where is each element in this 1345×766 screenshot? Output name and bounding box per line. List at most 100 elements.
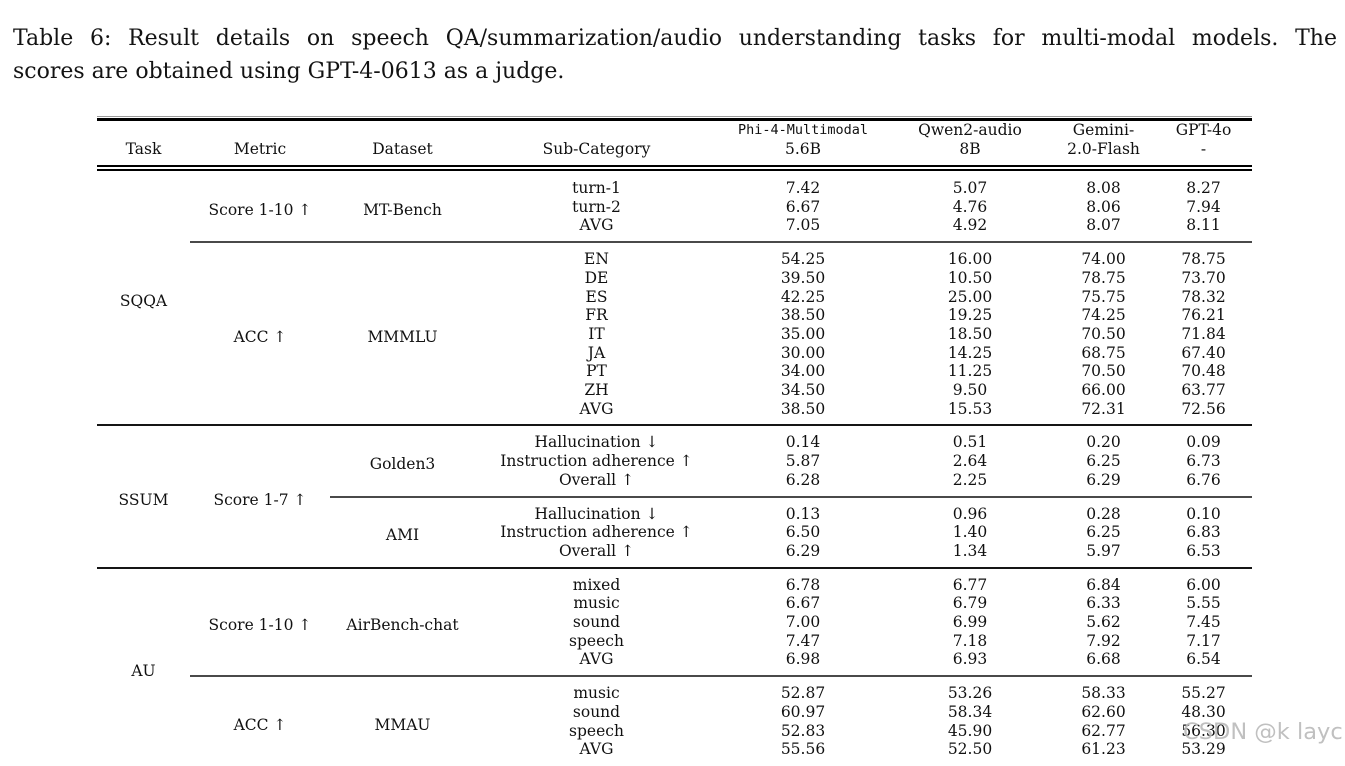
value-cell: 70.50: [1081, 324, 1126, 343]
dataset-cell: MMAU: [330, 675, 475, 766]
sub-category-cell: JA: [587, 343, 606, 362]
model-size: 2.0-Flash: [1067, 140, 1140, 158]
value-cell: 0.13: [718, 495, 888, 524]
value-cell: 39.50: [780, 268, 826, 287]
value-cell: 6.76: [1186, 470, 1221, 489]
value-cell: 6.00: [1155, 566, 1252, 595]
value-cell: 7.05: [785, 216, 821, 235]
value-cell: 8.07: [1086, 216, 1121, 235]
value-cell: 68.75: [1081, 343, 1126, 362]
sub-category-cell: sound: [572, 702, 621, 721]
table-row: SSUM Score 1-7 ↑ Golden3 Hallucination ↓…: [97, 424, 1252, 568]
value-cell: 7.18: [952, 631, 988, 650]
value-cell: 6.93: [952, 650, 988, 669]
col-header-sub-category: Sub-Category: [475, 119, 718, 171]
value-cell: 7.00: [785, 613, 821, 632]
dataset-cell: MMMLU: [330, 241, 475, 426]
value-cell: 16.00: [888, 241, 1052, 269]
value-cell: 14.25: [947, 343, 993, 362]
col-header-model-phi: Phi-4-Multimodal 5.6B: [718, 119, 888, 171]
value-cell: 0.20: [1052, 424, 1155, 453]
value-cell: 75.75: [1081, 287, 1126, 306]
value-cell: 70.50: [1081, 362, 1126, 381]
value-cell: 34.00: [780, 362, 826, 381]
value-cell: 0.51: [888, 424, 1052, 453]
value-cell: 6.25: [1086, 523, 1121, 542]
model-name: Qwen2-audio: [918, 121, 1022, 139]
top-rule-hairline: [97, 116, 1252, 117]
value-cell: 8.06: [1086, 197, 1121, 216]
value-cell: 38.50: [780, 306, 826, 325]
value-cell: 7.92: [1086, 631, 1121, 650]
header-row: Task Metric Dataset Sub-Category Phi-4-M…: [97, 119, 1252, 171]
value-cell: 2.64: [952, 452, 988, 471]
value-cell: 7.17: [1186, 631, 1221, 650]
value-cell: 48.30: [1181, 702, 1226, 721]
dataset-cell: Golden3: [330, 424, 475, 497]
sub-category-cell: speech: [569, 721, 624, 740]
model-name: GPT-4o: [1175, 121, 1232, 139]
sub-category-cell: speech: [569, 631, 624, 650]
value-cell: 66.00: [1081, 381, 1126, 400]
col-header-dataset: Dataset: [330, 119, 475, 171]
table-row: FR 38.50 19.25 74.25 76.21: [97, 306, 1252, 325]
col-header-model-gpt4o: GPT-4o -: [1155, 119, 1252, 171]
table-caption-line-1: Table 6: Result details on speech QA/sum…: [13, 26, 1337, 51]
value-cell: 74.25: [1081, 306, 1126, 325]
sub-category-cell: PT: [586, 362, 607, 381]
task-cell: SSUM: [97, 424, 190, 568]
sub-category-cell: turn-1: [572, 179, 621, 197]
table-row-avg: AVG 6.98 6.93 6.68 6.54: [97, 650, 1252, 676]
sub-category-cell: music: [573, 594, 620, 613]
value-cell: 72.31: [1081, 399, 1126, 418]
metric-cell: Score 1-10 ↑: [208, 200, 312, 219]
metric-cell: Score 1-10 ↑: [190, 566, 330, 677]
value-cell: 0.10: [1155, 495, 1252, 524]
table-row: Instruction adherence ↑ 6.50 1.40 6.25 6…: [97, 523, 1252, 542]
table-row-avg: AVG 38.50 15.53 72.31 72.56: [97, 400, 1252, 426]
value-cell: 9.50: [952, 381, 988, 400]
value-cell: 56.30: [1181, 721, 1226, 740]
table-row: speech 7.47 7.18 7.92 7.17: [97, 632, 1252, 651]
table-row: PT 34.00 11.25 70.50 70.48: [97, 362, 1252, 381]
value-cell: 58.33: [1052, 675, 1155, 703]
value-cell: 38.50: [780, 399, 826, 418]
value-cell: 10.50: [947, 268, 993, 287]
value-cell: 6.25: [1086, 452, 1121, 471]
value-cell: 54.25: [718, 241, 888, 269]
dataset-cell: MT-Bench: [363, 200, 442, 219]
sub-category-cell: sound: [572, 613, 621, 632]
col-header-model-gemini: Gemini- 2.0-Flash: [1052, 119, 1155, 171]
sub-category-cell: Hallucination ↓: [475, 495, 718, 524]
value-cell: 45.90: [947, 721, 993, 740]
table-row: music 6.67 6.79 6.33 5.55: [97, 594, 1252, 613]
table-row: AU Score 1-10 ↑ AirBench-chat mixed 6.78…: [97, 566, 1252, 766]
sub-category-cell: AVG: [579, 740, 614, 759]
sub-category-cell: AVG: [579, 399, 614, 418]
dataset-cell: AirBench-chat: [330, 566, 475, 677]
value-cell: 35.00: [780, 324, 826, 343]
metric-cell: ACC ↑: [190, 241, 330, 426]
model-name: Phi-4-Multimodal: [737, 122, 869, 138]
value-cell: 25.00: [947, 287, 993, 306]
value-cell: 6.77: [888, 566, 1052, 595]
sub-category-cell: EN: [475, 241, 718, 269]
value-cell: 15.53: [947, 399, 993, 418]
col-header-model-qwen: Qwen2-audio 8B: [888, 119, 1052, 171]
value-cell: 72.56: [1181, 399, 1226, 418]
metric-cell: Score 1-7 ↑: [190, 424, 330, 568]
table-row: ES 42.25 25.00 75.75 78.32: [97, 288, 1252, 307]
task-cell: SQQA: [119, 292, 168, 311]
sub-category-cell: music: [475, 675, 718, 703]
value-cell: 6.68: [1086, 650, 1121, 669]
value-cell: 76.21: [1181, 306, 1226, 325]
value-cell: 6.33: [1086, 594, 1121, 613]
sub-category-cell: ES: [585, 287, 608, 306]
value-cell: 5.97: [1086, 541, 1121, 560]
value-cell: 6.67: [785, 197, 821, 216]
value-cell: 6.99: [952, 613, 988, 632]
value-cell: 60.97: [780, 702, 826, 721]
value-cell: 4.92: [952, 216, 988, 235]
table-row: sound 7.00 6.99 5.62 7.45: [97, 613, 1252, 632]
value-cell: 62.60: [1081, 702, 1126, 721]
